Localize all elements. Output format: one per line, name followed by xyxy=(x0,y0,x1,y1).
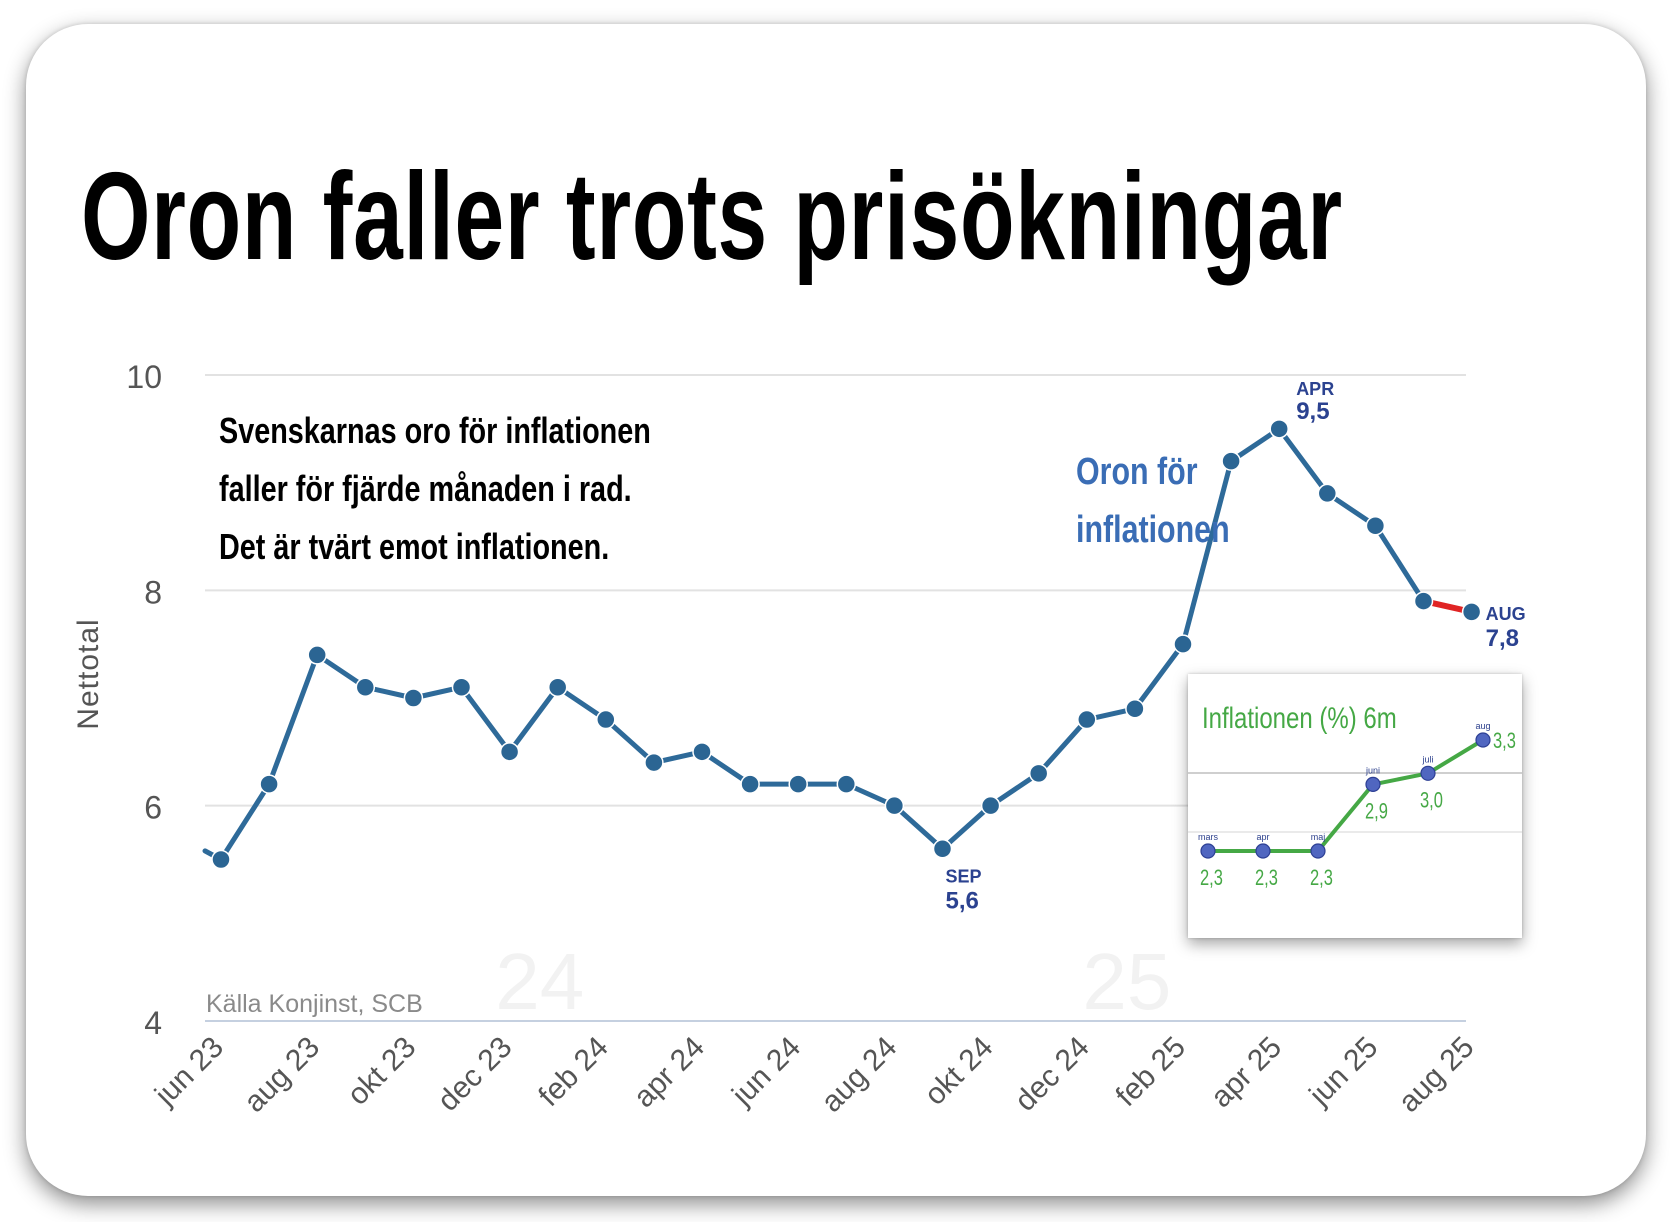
y-tick-label: 10 xyxy=(126,359,162,395)
annotation-line: Svenskarnas oro för inflationen xyxy=(219,410,651,451)
source-note: Källa Konjinst, SCB xyxy=(206,990,423,1018)
x-tick-label: dec 24 xyxy=(1009,1031,1096,1118)
data-point xyxy=(547,677,568,697)
series-label: inflationen xyxy=(1076,509,1230,551)
x-tick-label: okt 23 xyxy=(341,1031,422,1112)
inset-value-label: 2,9 xyxy=(1365,799,1388,824)
inset-chart: Inflationen (%) 6m mars 2,3 apr 2,3 maj 2,3 jun… xyxy=(1188,700,1522,891)
inset-data-point xyxy=(1255,843,1271,859)
data-point xyxy=(1365,515,1386,536)
callout-value: 7,8 xyxy=(1486,625,1519,652)
inset-value-label: 2,3 xyxy=(1255,866,1278,891)
inset-title: Inflationen (%) 6m xyxy=(1202,700,1397,734)
inset-series-line xyxy=(1208,738,1485,853)
x-tick-label: feb 25 xyxy=(1110,1031,1192,1113)
data-point xyxy=(1413,591,1434,611)
chart-card: Oron faller trots prisökningar 24 25 4 6 8 10… xyxy=(26,24,1646,1196)
x-tick-label: apr 25 xyxy=(1205,1031,1288,1114)
data-point xyxy=(1317,483,1338,504)
data-point xyxy=(1221,451,1241,471)
inset-month-label: juli xyxy=(1421,754,1433,764)
data-point xyxy=(692,742,712,762)
inset-value-label: 3,3 xyxy=(1493,729,1516,754)
data-point xyxy=(932,838,953,859)
y-tick-label: 4 xyxy=(144,1005,162,1041)
y-tick-label: 8 xyxy=(144,574,162,610)
inset-data-point xyxy=(1365,776,1381,793)
data-point xyxy=(259,774,279,794)
x-tick-label: okt 24 xyxy=(918,1031,999,1112)
x-tick-label: aug 25 xyxy=(1392,1031,1480,1119)
x-tick-label: jun 25 xyxy=(1303,1031,1385,1113)
y-axis-title: Nettotal xyxy=(72,618,105,729)
data-point xyxy=(788,774,808,794)
data-point xyxy=(211,849,231,870)
x-tick-label: aug 23 xyxy=(238,1031,326,1119)
annotation-line: Det är tvärt emot inflationen. xyxy=(219,526,609,567)
data-point xyxy=(1028,763,1049,784)
callout-value: 9,5 xyxy=(1296,398,1329,425)
data-point xyxy=(355,677,376,697)
callout-month: AUG xyxy=(1486,604,1526,624)
data-point xyxy=(451,677,472,697)
inflation-inset: Inflationen (%) 6m mars 2,3 apr 2,3 maj 2,3 jun… xyxy=(1188,674,1522,938)
inset-value-label: 2,3 xyxy=(1310,866,1333,891)
watermark-year-24: 24 xyxy=(495,937,584,1026)
data-point xyxy=(836,774,857,794)
data-point xyxy=(403,688,424,708)
data-point xyxy=(644,752,664,773)
inset-data-point xyxy=(1310,843,1326,859)
data-point xyxy=(499,742,520,762)
data-point xyxy=(980,795,1001,816)
data-point xyxy=(1077,709,1097,730)
callout-value: 5,6 xyxy=(946,888,979,915)
inset-value-label: 2,3 xyxy=(1200,866,1223,891)
data-point xyxy=(1461,602,1482,622)
inset-month-label: juni xyxy=(1365,765,1380,775)
watermark-year-25: 25 xyxy=(1082,937,1171,1026)
data-point xyxy=(884,795,905,816)
inset-data-point xyxy=(1475,732,1491,748)
x-tick-label: apr 24 xyxy=(627,1031,710,1114)
inset-data-point xyxy=(1200,843,1216,859)
page-title: Oron faller trots prisökningar xyxy=(81,148,1343,286)
inset-month-label: aug xyxy=(1475,721,1490,731)
x-tick-label: jun 23 xyxy=(148,1031,230,1113)
x-tick-label: aug 24 xyxy=(815,1031,903,1119)
inset-month-label: maj xyxy=(1311,832,1326,842)
x-tick-label: dec 23 xyxy=(432,1031,519,1118)
data-point xyxy=(740,774,760,794)
y-tick-label: 6 xyxy=(144,790,162,826)
callout-month: APR xyxy=(1296,379,1334,399)
inset-value-label: 3,0 xyxy=(1420,788,1443,813)
data-point xyxy=(307,645,327,665)
inset-data-point xyxy=(1420,765,1436,781)
inset-month-label: mars xyxy=(1198,832,1218,842)
data-point xyxy=(596,709,616,730)
x-tick-label: feb 24 xyxy=(532,1031,614,1113)
callout-month: SEP xyxy=(946,867,982,887)
inset-month-label: apr xyxy=(1256,832,1269,842)
data-point xyxy=(1173,634,1193,654)
annotation-line: faller för fjärde månaden i rad. xyxy=(219,468,632,509)
series-label: Oron för xyxy=(1076,451,1198,493)
data-point xyxy=(1125,699,1145,719)
x-tick-label: jun 24 xyxy=(725,1031,807,1113)
data-point xyxy=(1269,419,1289,439)
